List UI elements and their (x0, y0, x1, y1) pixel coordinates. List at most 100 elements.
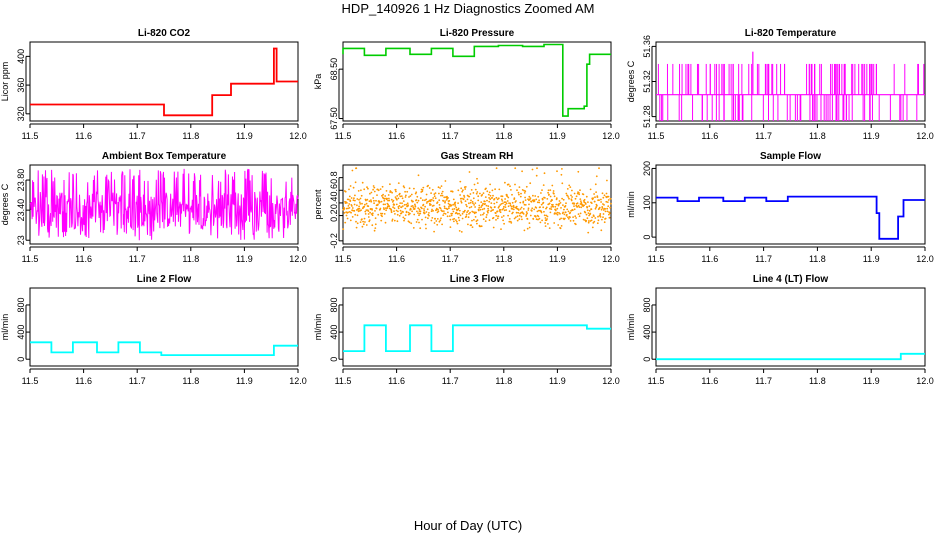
rh-point (520, 215, 523, 218)
rh-point (578, 193, 581, 196)
rh-point (477, 209, 480, 212)
rh-point (465, 203, 467, 206)
rh-point (478, 206, 481, 209)
rh-point (459, 194, 461, 196)
rh-point (428, 214, 430, 217)
rh-point (360, 209, 362, 212)
rh-point (409, 208, 412, 211)
rh-point (348, 211, 351, 213)
rh-point (450, 204, 453, 207)
rh-point (362, 223, 365, 226)
rh-point (468, 195, 471, 198)
rh-point (404, 190, 406, 193)
box-temp-x-tick-label: 11.9 (236, 254, 253, 264)
rh-point (387, 194, 390, 196)
rh-point (464, 200, 467, 203)
rh-point (525, 211, 528, 213)
rh-point (557, 204, 560, 207)
rh-point (579, 212, 582, 215)
rh-point (522, 213, 525, 215)
rh-point (552, 203, 554, 206)
rh-point (602, 216, 604, 219)
rh-point (551, 184, 554, 187)
temperature-y-tick-label: 51.32 (642, 70, 652, 93)
rh-point (597, 215, 599, 218)
rh-point (505, 209, 508, 211)
rh-title: Gas Stream RH (441, 151, 514, 162)
rh-point (582, 193, 585, 196)
rh-point (391, 218, 394, 221)
rh-point (462, 189, 464, 192)
rh-point (421, 190, 424, 193)
rh-point (589, 212, 592, 215)
rh-point (533, 208, 536, 211)
rh-point (508, 220, 511, 223)
rh-point (358, 198, 360, 201)
rh-point (489, 183, 491, 186)
line3-flow-y-label: ml/min (313, 314, 323, 341)
rh-point (499, 204, 502, 206)
rh-point (433, 230, 435, 233)
temperature-x-tick-label: 11.9 (863, 131, 880, 141)
rh-point (563, 213, 566, 216)
rh-point (602, 213, 605, 215)
line3-flow-x-tick-label: 12.0 (602, 376, 620, 386)
rh-point (573, 203, 576, 205)
rh-point (591, 226, 594, 229)
rh-point (607, 199, 610, 201)
rh-point (466, 211, 468, 214)
figure-title: HDP_140926 1 Hz Diagnostics Zoomed AM (341, 1, 595, 16)
rh-point (529, 214, 532, 217)
sample-flow-x-tick-label: 11.6 (701, 254, 718, 264)
rh-point (518, 218, 521, 221)
rh-point (570, 209, 572, 212)
box-temp-y-label: degrees C (0, 183, 10, 225)
rh-point (458, 230, 461, 232)
rh-point (467, 216, 470, 219)
rh-point (574, 223, 577, 226)
rh-point (393, 210, 395, 213)
rh-point (590, 208, 593, 211)
rh-point (563, 208, 565, 211)
rh-point (426, 208, 429, 211)
rh-point (540, 211, 543, 214)
rh-point (444, 213, 447, 215)
rh-point (570, 199, 573, 202)
rh-point (601, 218, 603, 221)
rh-point (428, 187, 431, 189)
pressure-x-tick-label: 11.7 (442, 131, 459, 141)
rh-point (415, 221, 418, 223)
rh-point (480, 225, 483, 228)
rh-point (566, 208, 569, 211)
rh-point (349, 185, 352, 187)
rh-point (567, 216, 569, 219)
rh-point (454, 201, 457, 204)
rh-point (366, 186, 368, 189)
rh-point (395, 203, 398, 206)
rh-point (453, 220, 455, 223)
rh-point (513, 197, 516, 200)
rh-point (519, 201, 522, 204)
pressure-x-tick-label: 12.0 (602, 131, 620, 141)
rh-point (560, 217, 562, 220)
co2-x-tick-label: 12.0 (289, 131, 307, 141)
rh-point (600, 201, 602, 203)
rh-point (504, 198, 506, 200)
rh-point (431, 217, 434, 219)
rh-point (418, 214, 420, 217)
rh-point (372, 188, 374, 191)
rh-point (429, 203, 432, 206)
rh-point (351, 216, 354, 218)
rh-point (595, 206, 597, 209)
rh-point (446, 195, 448, 198)
rh-point (574, 197, 577, 200)
rh-point (444, 201, 446, 204)
rh-point (595, 191, 597, 194)
rh-point (600, 229, 603, 232)
rh-point (423, 209, 426, 212)
rh-point (374, 210, 376, 212)
rh-point (399, 202, 402, 205)
rh-point (417, 199, 420, 202)
line2-flow-y-tick-label: 400 (16, 325, 26, 340)
rh-point (367, 216, 370, 218)
